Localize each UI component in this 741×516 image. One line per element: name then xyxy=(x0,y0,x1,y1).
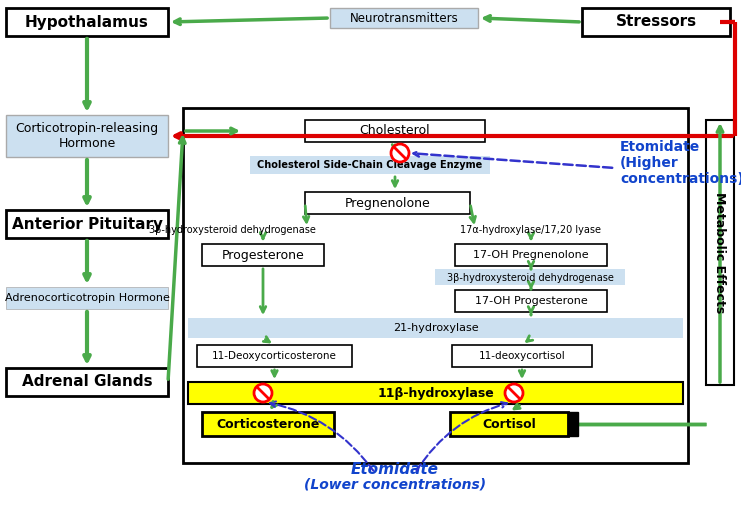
Text: Progesterone: Progesterone xyxy=(222,249,305,262)
FancyBboxPatch shape xyxy=(568,412,578,436)
FancyBboxPatch shape xyxy=(305,192,470,214)
Text: Cortisol: Cortisol xyxy=(482,417,536,430)
FancyBboxPatch shape xyxy=(6,115,168,157)
Text: Corticotropin-releasing
Hormone: Corticotropin-releasing Hormone xyxy=(16,122,159,150)
Text: Cholesterol: Cholesterol xyxy=(359,124,431,137)
Circle shape xyxy=(254,384,272,402)
Text: 11β-hydroxylase: 11β-hydroxylase xyxy=(377,386,494,399)
Text: 3β-hydroxysteroid dehydrogenase: 3β-hydroxysteroid dehydrogenase xyxy=(148,225,316,235)
Text: 3β-hydroxysteroid dehydrogenase: 3β-hydroxysteroid dehydrogenase xyxy=(447,273,614,283)
Text: Pregnenolone: Pregnenolone xyxy=(345,197,431,209)
FancyBboxPatch shape xyxy=(202,244,324,266)
FancyBboxPatch shape xyxy=(706,120,734,385)
Text: Etomidate
(Higher
concentrations): Etomidate (Higher concentrations) xyxy=(620,140,741,186)
FancyBboxPatch shape xyxy=(250,156,490,174)
FancyBboxPatch shape xyxy=(6,287,168,309)
Text: 11-Deoxycorticosterone: 11-Deoxycorticosterone xyxy=(212,351,337,361)
FancyBboxPatch shape xyxy=(6,368,168,396)
FancyBboxPatch shape xyxy=(435,269,625,285)
FancyBboxPatch shape xyxy=(197,345,352,367)
Text: 17α-hydroxylase/17,20 lyase: 17α-hydroxylase/17,20 lyase xyxy=(459,225,600,235)
Text: 17-OH Pregnenolone: 17-OH Pregnenolone xyxy=(473,250,589,260)
FancyBboxPatch shape xyxy=(582,8,730,36)
FancyBboxPatch shape xyxy=(188,382,683,404)
Circle shape xyxy=(505,384,523,402)
FancyBboxPatch shape xyxy=(450,412,568,436)
Text: Adrenal Glands: Adrenal Glands xyxy=(21,375,153,390)
Text: (Lower concentrations): (Lower concentrations) xyxy=(304,478,486,492)
FancyBboxPatch shape xyxy=(455,244,607,266)
FancyBboxPatch shape xyxy=(455,290,607,312)
FancyBboxPatch shape xyxy=(202,412,334,436)
FancyBboxPatch shape xyxy=(330,8,478,28)
FancyBboxPatch shape xyxy=(6,8,168,36)
Text: Adrenocorticotropin Hormone: Adrenocorticotropin Hormone xyxy=(4,293,170,303)
Text: Cholesterol Side-Chain Cleavage Enzyme: Cholesterol Side-Chain Cleavage Enzyme xyxy=(257,160,482,170)
Text: Stressors: Stressors xyxy=(616,14,697,29)
Text: 17-OH Progesterone: 17-OH Progesterone xyxy=(475,296,588,306)
FancyBboxPatch shape xyxy=(6,210,168,238)
Text: Anterior Pituitary: Anterior Pituitary xyxy=(12,217,162,232)
FancyBboxPatch shape xyxy=(305,120,485,142)
FancyBboxPatch shape xyxy=(183,108,688,463)
Text: Neurotransmitters: Neurotransmitters xyxy=(350,11,459,24)
Text: Hypothalamus: Hypothalamus xyxy=(25,14,149,29)
FancyBboxPatch shape xyxy=(188,318,683,338)
Text: 11-deoxycortisol: 11-deoxycortisol xyxy=(479,351,565,361)
Text: 21-hydroxylase: 21-hydroxylase xyxy=(393,323,478,333)
Text: Corticosterone: Corticosterone xyxy=(216,417,319,430)
Circle shape xyxy=(391,144,409,162)
Text: Etomidate: Etomidate xyxy=(351,462,439,477)
Text: Metabolic Effects: Metabolic Effects xyxy=(714,192,726,313)
FancyBboxPatch shape xyxy=(452,345,592,367)
